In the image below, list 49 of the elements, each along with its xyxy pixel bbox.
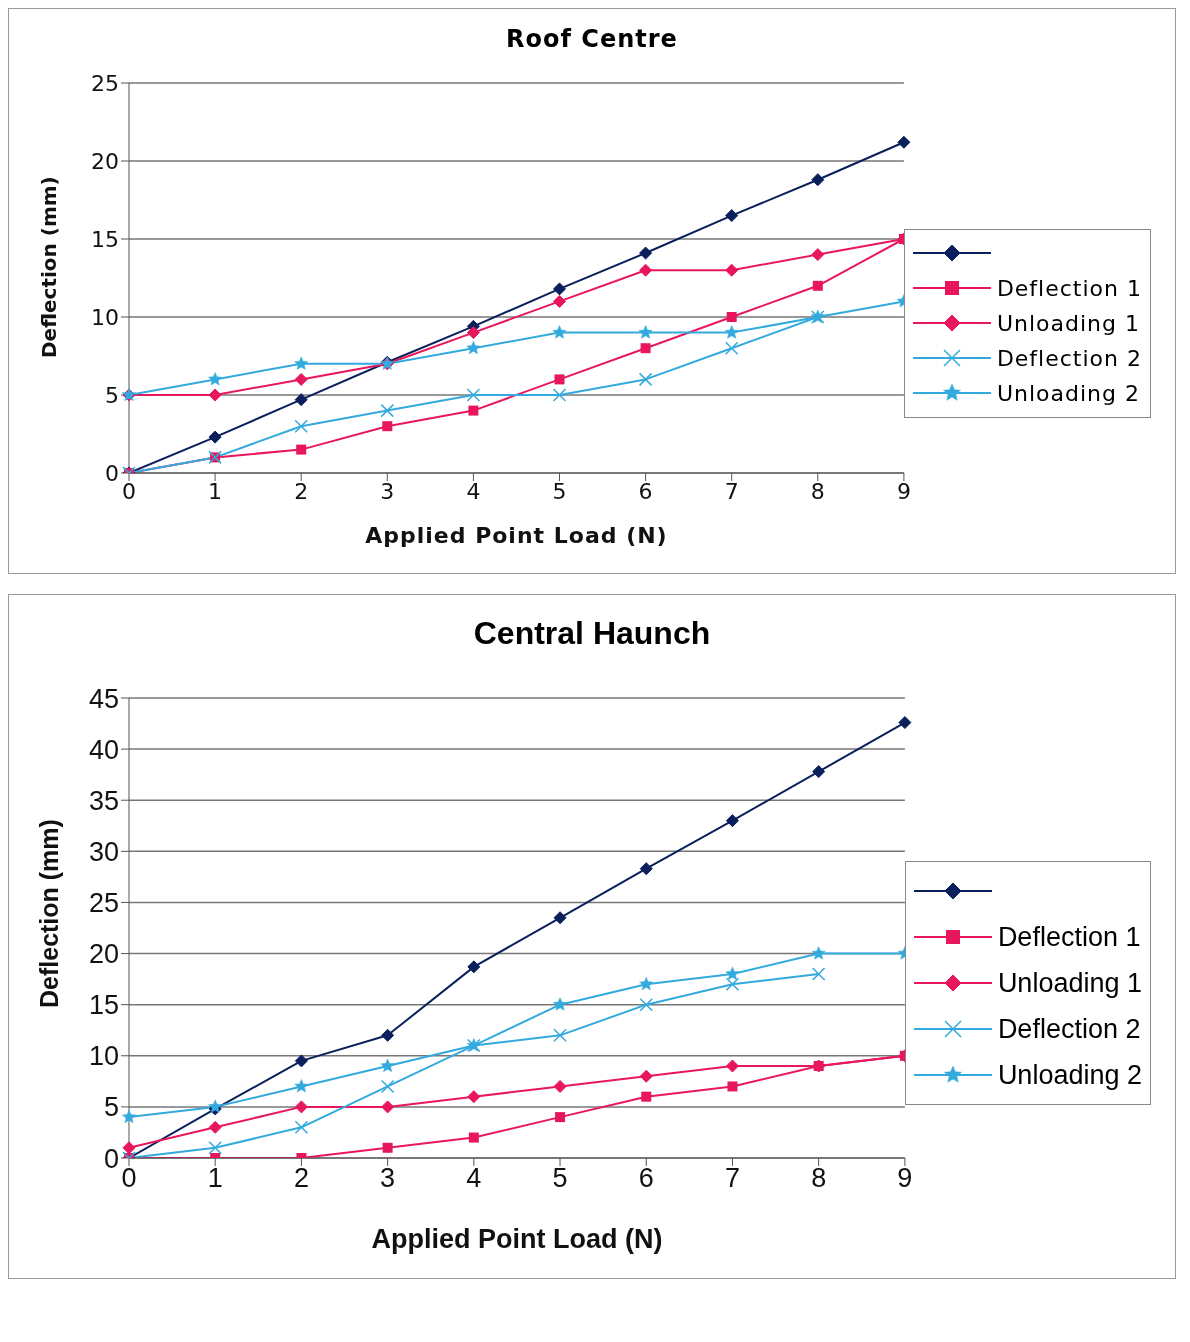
- x-tick-label: 1: [208, 478, 223, 504]
- y-tick-label: 15: [91, 226, 119, 252]
- x-tick-label: 9: [897, 1163, 913, 1194]
- x-tick-label: 4: [466, 478, 481, 504]
- x-tick-label: 8: [810, 478, 825, 504]
- legend-label: Unloading 1: [997, 967, 1142, 999]
- x-tick-label: 6: [638, 1163, 654, 1194]
- x-tick-label: 2: [293, 1163, 309, 1194]
- y-tick-label: 35: [88, 785, 119, 816]
- y-tick-label: 10: [91, 304, 119, 330]
- legend-label: Deflection 2: [996, 345, 1142, 371]
- y-axis-title: Deflection (mm): [37, 176, 62, 358]
- chart-title: Central Haunch: [472, 615, 712, 652]
- y-tick-label: 25: [88, 888, 119, 919]
- y-tick-label: 25: [91, 70, 119, 96]
- legend-label: Unloading 1: [996, 310, 1140, 336]
- x-axis-title: Applied Point Load (N): [371, 1224, 663, 1254]
- x-tick-label: 4: [466, 1163, 482, 1194]
- y-axis-title: Deflection (mm): [34, 819, 63, 1008]
- x-tick-label: 3: [380, 1163, 396, 1194]
- x-tick-label: 7: [724, 478, 739, 504]
- x-axis-title: Applied Point Load (N): [365, 523, 668, 548]
- x-tick-label: 3: [380, 478, 395, 504]
- x-tick-label: 5: [552, 478, 567, 504]
- x-tick-label: 6: [638, 478, 653, 504]
- legend-label: Deflection 2: [997, 1013, 1141, 1045]
- legend-label: Unloading 2: [996, 380, 1140, 406]
- y-tick-label: 40: [88, 734, 119, 765]
- legend-label: Deflection 1: [996, 275, 1142, 301]
- y-tick-label: 45: [88, 683, 119, 714]
- x-tick-label: 0: [122, 478, 136, 504]
- y-tick-label: 5: [105, 382, 119, 408]
- y-tick-label: 30: [88, 836, 119, 867]
- legend-label: Deflection 1: [997, 921, 1141, 953]
- x-tick-label: 9: [896, 478, 911, 504]
- x-tick-label: 1: [207, 1163, 223, 1194]
- chart-title: Roof Centre: [505, 25, 679, 53]
- legend-label: Unloading 2: [997, 1059, 1142, 1091]
- x-tick-label: 7: [724, 1163, 740, 1194]
- y-tick-label: 20: [91, 148, 119, 174]
- x-tick-label: 2: [294, 478, 309, 504]
- y-tick-label: 0: [105, 460, 119, 486]
- y-tick-label: 0: [103, 1143, 119, 1174]
- y-tick-label: 10: [88, 1041, 119, 1072]
- y-tick-label: 15: [88, 990, 119, 1021]
- y-tick-label: 5: [103, 1092, 119, 1123]
- y-tick-label: 20: [88, 939, 119, 970]
- x-tick-label: 8: [811, 1163, 827, 1194]
- x-tick-label: 5: [552, 1163, 568, 1194]
